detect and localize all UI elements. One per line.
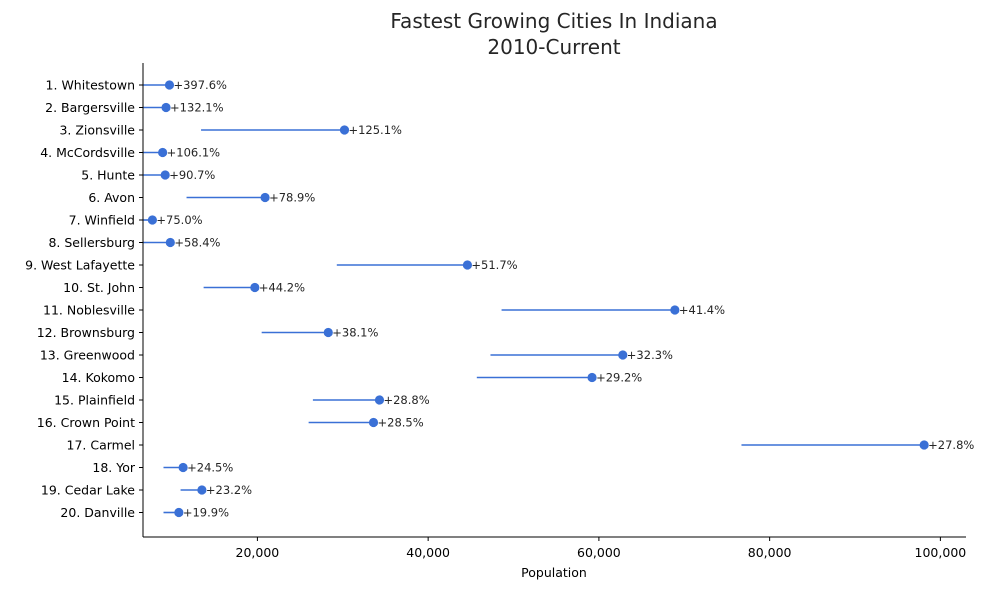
category-label: 13. Greenwood: [40, 348, 135, 363]
current-point: [161, 102, 171, 113]
current-point: [368, 417, 379, 428]
category-label: 5. Hunte: [81, 168, 135, 183]
current-point: [919, 440, 929, 450]
growth-label: +397.6%: [173, 78, 227, 92]
category-label: 2. Bargersville: [45, 100, 135, 115]
current-point: [260, 192, 270, 203]
category-label: 9. West Lafayette: [25, 258, 135, 273]
growth-label: +19.9%: [183, 506, 229, 520]
growth-label: +32.3%: [627, 348, 673, 362]
growth-label: +38.1%: [332, 326, 378, 340]
current-point: [250, 282, 260, 293]
category-label: 12. Brownsburg: [37, 325, 135, 340]
category-label: 11. Noblesville: [43, 303, 135, 318]
growth-label: +24.5%: [187, 461, 233, 475]
growth-label: +132.1%: [170, 101, 224, 115]
growth-label: +41.4%: [679, 303, 725, 317]
x-tick-label: 60,000: [577, 545, 621, 560]
category-label: 8. Sellersburg: [48, 235, 135, 250]
current-point: [587, 372, 597, 383]
current-point: [374, 395, 385, 405]
category-label: 6. Avon: [88, 190, 135, 205]
growth-label: +58.4%: [174, 236, 220, 250]
current-point: [323, 327, 333, 338]
current-point: [618, 350, 628, 360]
category-label: 20. Danville: [60, 505, 135, 520]
growth-label: +106.1%: [167, 146, 221, 160]
growth-label: +78.9%: [269, 191, 315, 205]
growth-label: +23.2%: [206, 483, 252, 497]
category-label: 7. Winfield: [69, 213, 135, 228]
x-tick-label: 100,000: [915, 545, 967, 560]
x-axis-ticks: 20,000 40,000 60,000 80,000 100,000: [236, 537, 967, 560]
x-tick-label: 80,000: [748, 545, 792, 560]
current-point: [339, 125, 350, 135]
growth-label: +51.7%: [471, 258, 517, 272]
current-point: [670, 305, 680, 315]
current-point: [158, 147, 168, 158]
category-label: 1. Whitestown: [46, 78, 135, 93]
current-point: [174, 507, 184, 518]
current-point: [165, 237, 175, 248]
current-point: [147, 215, 157, 225]
current-point: [164, 80, 175, 90]
x-axis-label: Population: [521, 565, 587, 580]
x-tick-label: 40,000: [406, 545, 450, 560]
growth-label: +44.2%: [259, 281, 305, 295]
category-label: 15. Plainfield: [54, 393, 135, 408]
category-label: 3. Zionsville: [59, 123, 135, 138]
growth-label: +27.8%: [928, 438, 974, 452]
x-tick-label: 20,000: [236, 545, 280, 560]
growth-label: +90.7%: [169, 168, 215, 182]
growth-label: +29.2%: [596, 371, 642, 385]
growth-label: +28.8%: [383, 393, 429, 407]
current-point: [160, 170, 170, 180]
category-label: 17. Carmel: [67, 438, 136, 453]
category-label: 18. Yor: [92, 460, 135, 475]
chart-title-line2: 2010-Current: [487, 35, 620, 59]
category-label: 16. Crown Point: [37, 415, 135, 430]
growth-label: +28.5%: [378, 416, 424, 430]
category-label: 19. Cedar Lake: [41, 483, 135, 498]
current-point: [178, 462, 188, 473]
category-label: 14. Kokomo: [62, 370, 135, 385]
growth-label: +125.1%: [348, 123, 402, 137]
category-label: 10. St. John: [63, 280, 135, 295]
growth-label: +75.0%: [156, 213, 202, 227]
category-label: 4. McCordsville: [40, 145, 135, 160]
plot-marks: +397.6% +132.1% +125.1% +106.1% +90.7% +78.9%…: [143, 78, 974, 520]
current-point: [197, 485, 207, 495]
current-point: [462, 260, 473, 270]
category-labels: 1. Whitestown 2. Bargersville 3. Zionsvill…: [25, 78, 143, 520]
chart-title-line1: Fastest Growing Cities In Indiana: [390, 9, 717, 33]
